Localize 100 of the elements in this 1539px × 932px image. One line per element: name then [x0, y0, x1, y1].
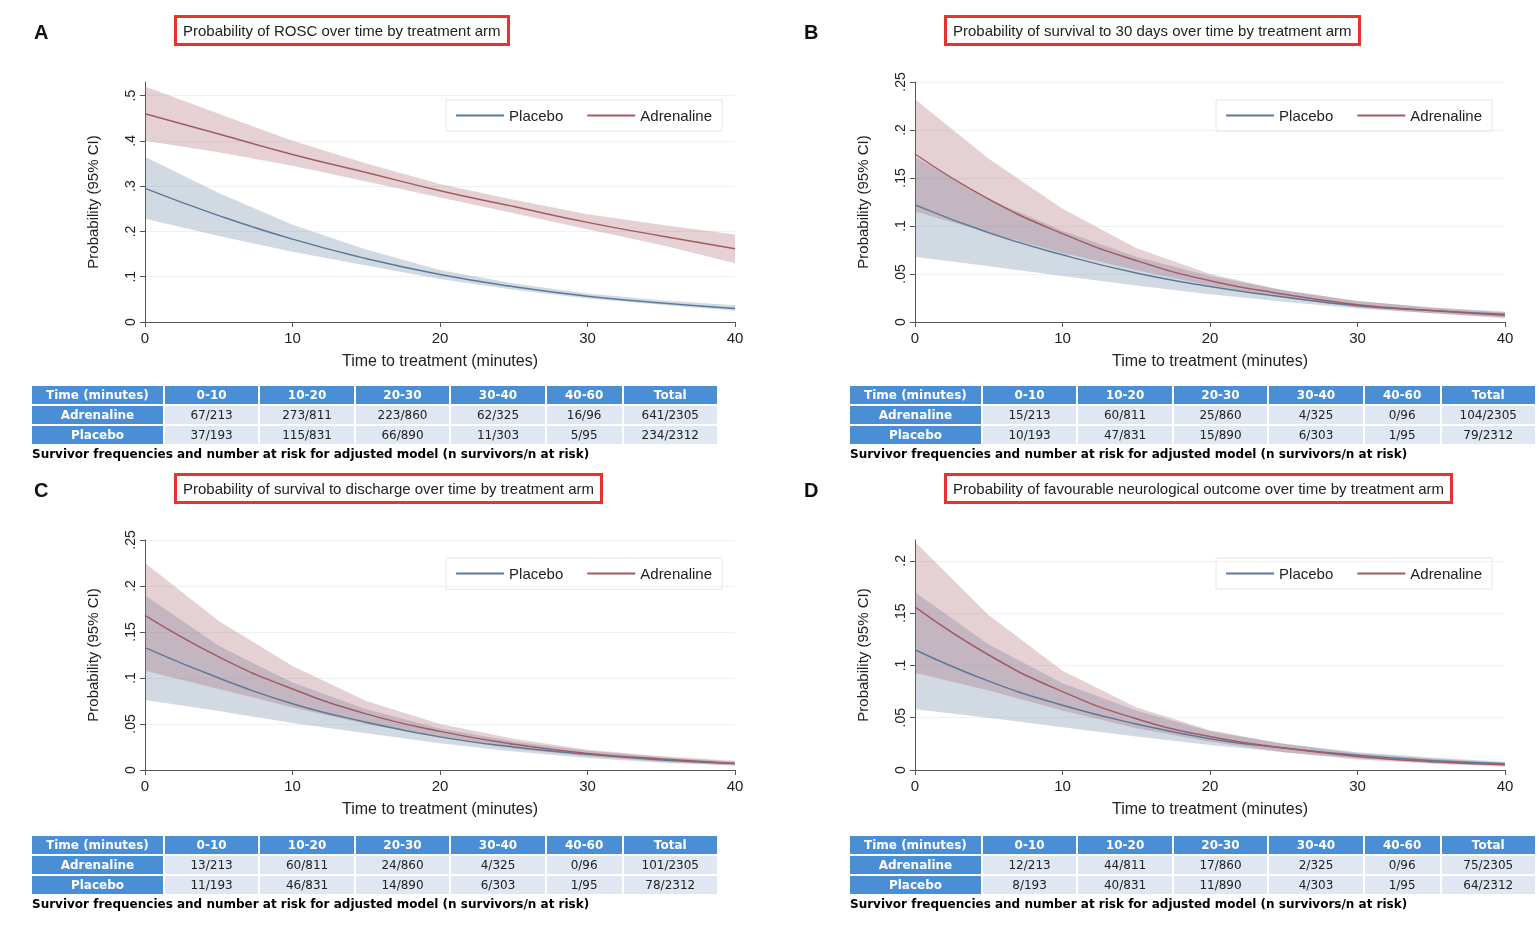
category-label: 10-20	[1078, 836, 1172, 854]
text: Time (minutes)	[850, 836, 981, 854]
category-label: 10-20	[260, 836, 354, 854]
chart-title: Probability of survival to 30 days over time by treatment arm	[953, 22, 1352, 39]
text: 62/325	[451, 406, 545, 424]
text: 46/831	[260, 876, 354, 894]
x-tick-label: 40	[1496, 329, 1514, 346]
text: 79/2312	[1441, 426, 1535, 444]
legend-label: Adrenaline	[1410, 565, 1482, 582]
text: 4/303	[1269, 876, 1363, 894]
y-tick-label: .05	[892, 707, 908, 728]
chart-title: Probability of ROSC over time by treatment arm	[183, 22, 501, 39]
text: C	[34, 479, 49, 501]
text: 40/831	[1078, 876, 1172, 894]
y-axis-title: Probability (95% CI)	[84, 135, 101, 269]
text: Placebo	[850, 426, 981, 444]
category-label: 40-60	[1364, 386, 1440, 404]
x-tick-label: 10	[1054, 329, 1071, 346]
y-tick-label: .05	[122, 714, 138, 734]
y-tick-label: .1	[122, 270, 138, 283]
category-label: 20-30	[355, 386, 450, 404]
x-tick-label: 30	[1349, 329, 1366, 346]
y-tick-label: .2	[122, 579, 138, 592]
text: 115/831	[260, 426, 354, 444]
y-tick-label: .25	[892, 72, 908, 92]
text: 66/890	[355, 426, 450, 444]
x-tick-label: 0	[140, 777, 150, 794]
y-tick-label: .15	[122, 622, 138, 642]
text: 47/831	[1078, 426, 1172, 444]
text: Survivor frequencies and number at risk for adjusted model (n survivors/n at risk)	[850, 447, 1409, 461]
category-label: 20-30	[1173, 386, 1268, 404]
y-tick-label: .2	[892, 554, 908, 567]
y-tick-label: .3	[122, 180, 138, 192]
text: A	[34, 21, 49, 43]
y-tick-label: .1	[122, 671, 138, 684]
text: Adrenaline	[850, 406, 981, 424]
y-tick-label: 0	[122, 765, 138, 774]
text: 6/303	[1269, 426, 1363, 444]
text: Time (minutes)	[32, 836, 163, 854]
y-tick-label: 0	[892, 765, 908, 774]
x-axis-title: Time to treatment (minutes)	[342, 351, 538, 369]
text: 44/811	[1078, 856, 1172, 874]
x-tick-label: 10	[284, 329, 301, 346]
text: 641/2305	[623, 406, 717, 424]
legend-label: Adrenaline	[640, 565, 712, 582]
y-tick-label: .1	[892, 659, 908, 672]
text: 64/2312	[1441, 876, 1535, 894]
text: 1/95	[1364, 426, 1440, 444]
text: 24/860	[355, 856, 450, 874]
category-label: 0-10	[982, 836, 1077, 854]
x-tick-label: 0	[140, 329, 150, 346]
y-axis-title: Probability (95% CI)	[854, 588, 871, 722]
text: Survivor frequencies and number at risk for adjusted model (n survivors/n at risk)	[850, 897, 1409, 911]
text: Adrenaline	[850, 856, 981, 874]
legend-label: Placebo	[509, 107, 564, 124]
text: 60/811	[1078, 406, 1172, 424]
category-label: 10-20	[260, 386, 354, 404]
category-label: 0-10	[982, 386, 1077, 404]
text: 25/860	[1173, 406, 1268, 424]
legend-label: Placebo	[1279, 107, 1334, 124]
text: 11/193	[164, 876, 259, 894]
y-tick-label: .05	[892, 264, 908, 284]
text: 104/2305	[1441, 406, 1535, 424]
x-axis-title: Time to treatment (minutes)	[1112, 799, 1308, 817]
text: Placebo	[850, 876, 981, 894]
text: 0/96	[1364, 406, 1440, 424]
text: 12/213	[982, 856, 1077, 874]
x-tick-label: 20	[1201, 777, 1219, 794]
text: 37/193	[164, 426, 259, 444]
text: Placebo	[32, 876, 163, 894]
text: 67/213	[164, 406, 259, 424]
y-tick-label: .5	[122, 89, 138, 102]
x-tick-label: 20	[1201, 329, 1219, 346]
legend-label: Placebo	[1279, 565, 1334, 582]
category-label: 40-60	[546, 836, 622, 854]
legend-label: Placebo	[509, 565, 564, 582]
text: 0/96	[546, 856, 622, 874]
text: Time (minutes)	[850, 386, 981, 404]
text: Time (minutes)	[32, 386, 163, 404]
text: 15/890	[1173, 426, 1268, 444]
text: 223/860	[355, 406, 450, 424]
text: D	[804, 479, 819, 501]
category-label: 20-30	[355, 836, 450, 854]
text: 60/811	[260, 856, 354, 874]
x-tick-label: 0	[910, 329, 920, 346]
text: 11/890	[1173, 876, 1268, 894]
text: 4/325	[451, 856, 545, 874]
x-tick-label: 10	[1054, 777, 1071, 794]
category-label: 40-60	[1364, 836, 1440, 854]
x-tick-label: 40	[726, 329, 744, 346]
line-series	[914, 649, 1506, 765]
category-label: 0-10	[164, 836, 259, 854]
x-tick-label: 10	[284, 777, 301, 794]
text: Survivor frequencies and number at risk for adjusted model (n survivors/n at risk)	[32, 447, 591, 461]
y-tick-label: .2	[892, 123, 908, 136]
x-tick-label: 40	[726, 777, 744, 794]
y-tick-label: 0	[892, 317, 908, 326]
text: 78/2312	[623, 876, 717, 894]
category-label: Total	[623, 386, 717, 404]
legend-label: Adrenaline	[1410, 107, 1482, 124]
